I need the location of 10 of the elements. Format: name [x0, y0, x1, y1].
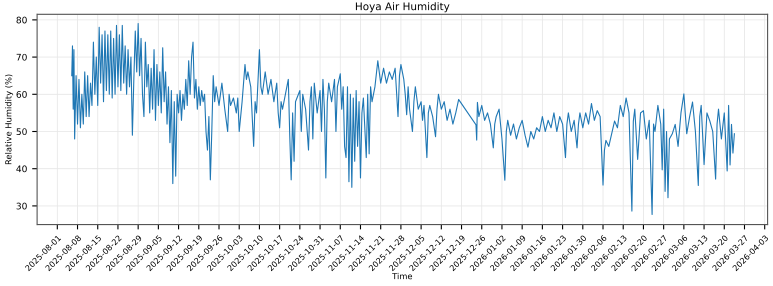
y-tick-label: 80 — [16, 16, 27, 24]
y-tick-label: 70 — [16, 54, 27, 61]
chart-title: Hoya Air Humidity — [356, 2, 450, 12]
y-tick-label: 50 — [16, 128, 27, 136]
y-tick-label: 40 — [16, 165, 27, 172]
x-axis-title: Time — [392, 272, 412, 280]
y-tick-label: 60 — [16, 91, 27, 98]
line-series — [71, 23, 735, 216]
y-tick-label: 30 — [16, 202, 27, 210]
y-axis-title: Relative Humidity (%) — [5, 74, 14, 164]
